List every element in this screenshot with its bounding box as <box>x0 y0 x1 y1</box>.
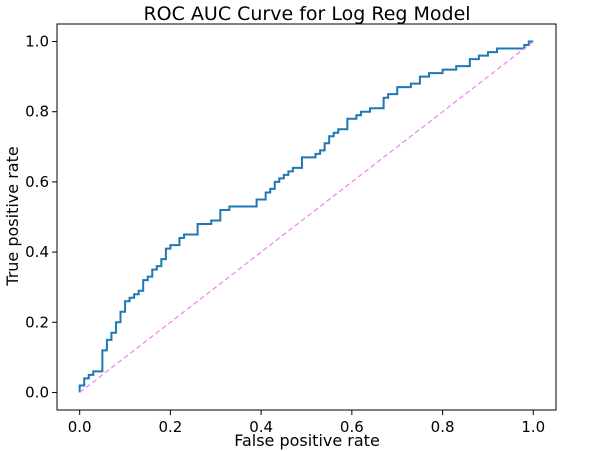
x-tick-label: 1.0 <box>521 418 545 436</box>
roc-curve-line <box>78 40 534 393</box>
y-tick-label: 0.6 <box>25 173 49 191</box>
x-tick-label: 0.8 <box>431 418 455 436</box>
y-tick-label: 0.8 <box>25 103 49 121</box>
plot-area <box>78 40 534 393</box>
chart-title: ROC AUC Curve for Log Reg Model <box>143 3 470 25</box>
baseline-diagonal-line <box>79 41 534 393</box>
y-tick-label: 1.0 <box>25 33 49 51</box>
x-axis: 0.0 0.2 0.4 0.6 0.8 1.0 <box>68 410 545 436</box>
x-tick-label: 0.0 <box>68 418 92 436</box>
plot-frame <box>56 23 557 411</box>
y-tick-label: 0.0 <box>25 383 49 401</box>
x-tick-label: 0.4 <box>249 418 273 436</box>
x-tick-label: 0.2 <box>158 418 182 436</box>
x-tick-label: 0.6 <box>340 418 364 436</box>
y-tick-label: 0.2 <box>25 313 49 331</box>
x-axis-label: False positive rate <box>234 431 380 450</box>
y-tick-label: 0.4 <box>25 243 49 261</box>
y-axis-label: True positive rate <box>3 146 22 286</box>
y-axis: 0.0 0.2 0.4 0.6 0.8 1.0 <box>25 33 57 401</box>
